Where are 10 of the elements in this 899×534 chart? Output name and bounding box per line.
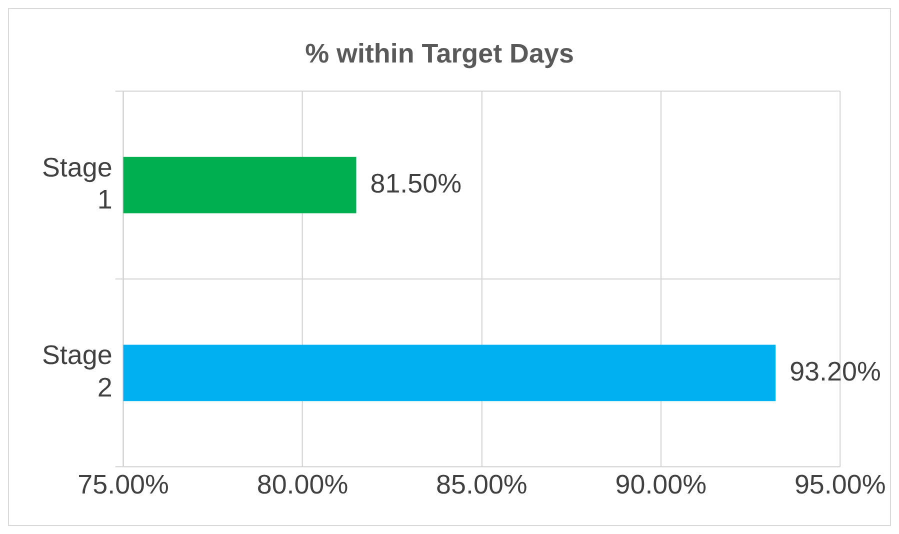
- x-tick-label: 80.00%: [256, 469, 348, 500]
- x-tick-label: 95.00%: [794, 469, 886, 500]
- chart-title: % within Target Days: [305, 38, 574, 68]
- x-tick-label: 75.00%: [78, 469, 169, 500]
- y-tick-label: Stage 2: [42, 340, 112, 402]
- y-tick-label: Stage 1: [42, 152, 112, 215]
- x-tick-label: 90.00%: [615, 469, 707, 500]
- data-label: 81.50%: [370, 168, 462, 198]
- x-tick-label: 85.00%: [436, 469, 528, 500]
- data-label: 93.20%: [790, 356, 881, 386]
